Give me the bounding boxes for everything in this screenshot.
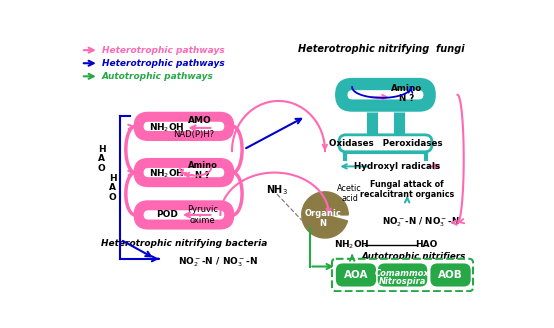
Wedge shape [302, 192, 348, 238]
Text: NH$_3$: NH$_3$ [266, 183, 288, 197]
Text: Acetic
acid: Acetic acid [337, 184, 362, 203]
FancyBboxPatch shape [143, 168, 224, 177]
FancyBboxPatch shape [143, 122, 224, 131]
Text: Pyruvic
oxime: Pyruvic oxime [187, 205, 218, 225]
Text: Amino
N ?: Amino N ? [188, 161, 218, 180]
Text: Heterotrophic nitrifying  fungi: Heterotrophic nitrifying fungi [298, 44, 465, 54]
Text: Amino
N ?: Amino N ? [391, 84, 422, 103]
Text: H
A
O: H A O [98, 145, 106, 173]
FancyBboxPatch shape [339, 135, 432, 152]
FancyBboxPatch shape [134, 200, 234, 230]
Text: Organic
N: Organic N [304, 209, 341, 229]
Text: AOA: AOA [343, 270, 368, 280]
Text: Heterotrophic nitrifying bacteria: Heterotrophic nitrifying bacteria [101, 239, 267, 248]
Text: NH$_2$OH: NH$_2$OH [149, 122, 184, 134]
Text: AMO: AMO [188, 116, 211, 125]
FancyBboxPatch shape [430, 263, 471, 287]
Text: Autotrophic pathways: Autotrophic pathways [102, 72, 214, 81]
Text: HAO: HAO [416, 240, 438, 250]
Text: AOB: AOB [438, 270, 463, 280]
Text: POD: POD [156, 211, 178, 219]
FancyBboxPatch shape [134, 158, 234, 187]
Text: Nitrospira: Nitrospira [379, 277, 426, 286]
Text: NO$_2^-$-N / NO$_3^-$-N: NO$_2^-$-N / NO$_3^-$-N [382, 216, 460, 229]
FancyBboxPatch shape [347, 90, 423, 99]
Text: NH$_2$OH: NH$_2$OH [149, 168, 184, 180]
FancyBboxPatch shape [378, 263, 427, 287]
Text: NO$_2^-$-N / NO$_3^-$-N: NO$_2^-$-N / NO$_3^-$-N [178, 255, 258, 269]
Text: Oxidases   Peroxidases: Oxidases Peroxidases [329, 139, 442, 148]
Text: Heterotrophic pathways: Heterotrophic pathways [102, 46, 224, 55]
FancyBboxPatch shape [335, 78, 436, 112]
Text: Fungal attack of
recalcitrant organics: Fungal attack of recalcitrant organics [360, 180, 454, 199]
Text: Comammox: Comammox [375, 269, 430, 278]
Text: NAD(P)H?: NAD(P)H? [173, 130, 214, 139]
FancyBboxPatch shape [143, 210, 224, 219]
Text: Hydroxyl radicals: Hydroxyl radicals [354, 162, 440, 171]
Text: Heterotrophic pathways: Heterotrophic pathways [102, 59, 224, 68]
FancyBboxPatch shape [336, 263, 376, 287]
Text: NH$_2$OH: NH$_2$OH [335, 239, 370, 251]
FancyBboxPatch shape [134, 112, 234, 141]
Text: H
A
O: H A O [109, 174, 116, 202]
Text: Autotrophic nitrifiers: Autotrophic nitrifiers [362, 252, 466, 261]
FancyBboxPatch shape [332, 259, 473, 291]
